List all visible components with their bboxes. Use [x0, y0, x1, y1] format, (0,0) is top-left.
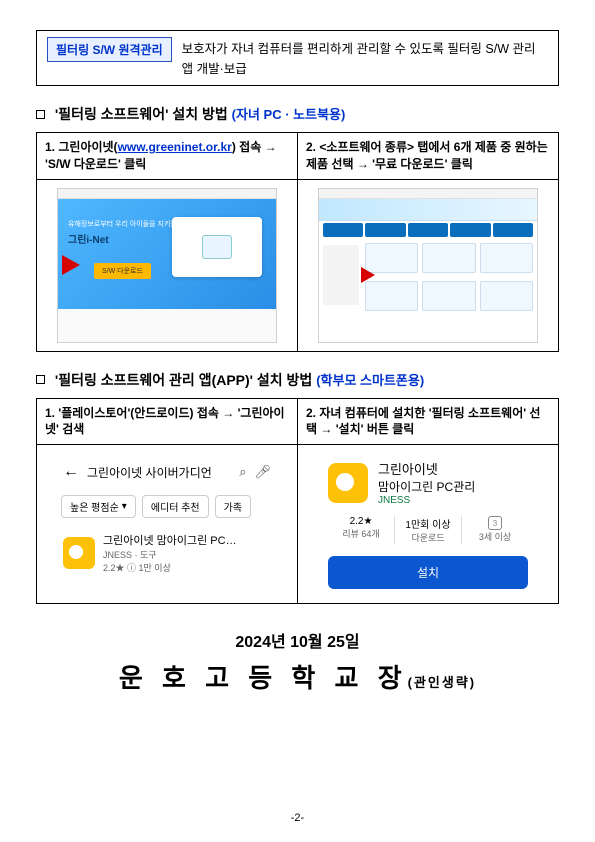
chevron-down-icon: ▾ [122, 501, 127, 512]
top-tag: 필터링 S/W 원격관리 [47, 37, 172, 62]
mock-app-detail: 그린아이넷 맘아이그린 PC관리 JNESS 2.2★ 리뷰 64개 1만회 이… [318, 453, 538, 595]
mock-header [319, 199, 537, 221]
mock-addressbar [58, 189, 276, 199]
red-arrow-icon [361, 267, 375, 283]
step-num: 1. [45, 406, 55, 420]
section2-step1-body: ← 그린아이넷 사이버가디언 ⌕ 🎤︎ 높은 평점순▾ 에디터 추천 가족 그린… [37, 445, 297, 603]
signature-note: (관인생략) [408, 675, 477, 690]
mock-website-greeninet: 유해정보로부터 우리 아이들을 지키는 그린i-Net S/W 다운로드 [57, 188, 277, 343]
app-detail-header: 그린아이넷 맘아이그린 PC관리 JNESS [328, 459, 528, 506]
section1-step2-col: 2. <소프트웨어 종류> 탭에서 6개 제품 중 원하는 제품 선택 → '무… [297, 133, 558, 351]
app-icon [328, 463, 368, 503]
top-description: 보호자가 자녀 컴퓨터를 편리하게 관리할 수 있도록 필터링 S/W 관리 앱… [182, 37, 548, 79]
app-meta: 2.2★ ⓘ 1만 이상 [103, 561, 237, 574]
app-subtitle: JNESS · 도구 [103, 548, 237, 561]
mock-download-button: S/W 다운로드 [94, 263, 151, 279]
mock-footer-bar [58, 309, 276, 343]
section2-title: '필터링 소프트웨어 관리 앱(APP)' 설치 방법 [55, 372, 312, 388]
playstore-searchbar: ← 그린아이넷 사이버가디언 ⌕ 🎤︎ [61, 459, 273, 491]
section1-steps-grid: 1. 그린아이넷(www.greeninet.or.kr) 접속 → 'S/W … [36, 132, 559, 352]
section1-heading: '필터링 소프트웨어' 설치 방법 (자녀 PC · 노트북용) [36, 104, 559, 124]
top-info-box: 필터링 S/W 원격관리 보호자가 자녀 컴퓨터를 편리하게 관리할 수 있도록… [36, 30, 559, 86]
mock-banner: 유해정보로부터 우리 아이들을 지키는 그린i-Net S/W 다운로드 [58, 199, 276, 309]
search-query: 그린아이넷 사이버가디언 [87, 464, 231, 481]
mock-laptop-graphic [172, 217, 262, 277]
playstore-filter-chips: 높은 평점순▾ 에디터 추천 가족 [61, 495, 273, 518]
document-signature: 운 호 고 등 학 교 장(관인생략) [36, 658, 559, 695]
mock-website-swlist [318, 188, 538, 343]
signature-title: 운 호 고 등 학 교 장 [119, 663, 408, 693]
section1-step1-body: 유해정보로부터 우리 아이들을 지키는 그린i-Net S/W 다운로드 [37, 180, 297, 351]
install-button: 설치 [328, 556, 528, 589]
step-text-pre: 그린아이넷( [58, 140, 117, 154]
app-developer: JNESS [378, 495, 475, 506]
red-arrow-icon [62, 255, 80, 275]
step-text: <소프트웨어 종류> 탭에서 6개 제품 중 원하는 제품 선택 → '무료 다… [306, 140, 548, 171]
section2-step2-col: 2. 자녀 컴퓨터에 설치한 '필터링 소프트웨어' 선택 → '설치' 버튼 … [297, 399, 558, 604]
step-num: 2. [306, 406, 316, 420]
age-rating-icon: 3 [488, 516, 502, 530]
mock-tabs [319, 221, 537, 239]
section1-title: '필터링 소프트웨어' 설치 방법 [55, 106, 228, 122]
bullet-icon [36, 110, 45, 119]
app-icon [63, 537, 95, 569]
section2-heading: '필터링 소프트웨어 관리 앱(APP)' 설치 방법 (학부모 스마트폰용) [36, 370, 559, 390]
section2-subtitle: (학부모 스마트폰용) [316, 373, 424, 388]
greeninet-link[interactable]: www.greeninet.or.kr [118, 140, 232, 154]
step-text: '플레이스토어'(안드로이드) 접속 → '그린아이넷' 검색 [45, 406, 285, 437]
step-num: 2. [306, 140, 316, 154]
app-name-line2: 맘아이그린 PC관리 [378, 478, 475, 495]
section2-step1-col: 1. '플레이스토어'(안드로이드) 접속 → '그린아이넷' 검색 ← 그린아… [37, 399, 297, 604]
step-num: 1. [45, 140, 55, 154]
app-stats-row: 2.2★ 리뷰 64개 1만회 이상 다운로드 3 3세 이상 [328, 516, 528, 544]
filter-chip: 높은 평점순▾ [61, 495, 136, 518]
section1-subtitle: (자녀 PC · 노트북용) [232, 107, 346, 122]
stat-downloads: 1만회 이상 다운로드 [395, 516, 462, 544]
mic-icon: 🎤︎ [254, 464, 271, 480]
mock-sidebar [323, 245, 359, 305]
section1-step1-col: 1. 그린아이넷(www.greeninet.or.kr) 접속 → 'S/W … [37, 133, 297, 351]
page-number: -2- [0, 812, 595, 824]
app-name-line1: 그린아이넷 [378, 459, 475, 478]
section2-step2-body: 그린아이넷 맘아이그린 PC관리 JNESS 2.2★ 리뷰 64개 1만회 이… [298, 445, 558, 603]
section1-step1-title: 1. 그린아이넷(www.greeninet.or.kr) 접속 → 'S/W … [37, 133, 297, 180]
filter-chip: 가족 [215, 495, 251, 518]
section1-step2-body [298, 180, 558, 351]
stat-rating: 2.2★ 리뷰 64개 [328, 516, 395, 544]
playstore-result-item: 그린아이넷 맘아이그린 PC… JNESS · 도구 2.2★ ⓘ 1만 이상 [61, 528, 273, 578]
filter-chip: 에디터 추천 [142, 495, 209, 518]
section1-step2-title: 2. <소프트웨어 종류> 탭에서 6개 제품 중 원하는 제품 선택 → '무… [298, 133, 558, 180]
step-text: 자녀 컴퓨터에 설치한 '필터링 소프트웨어' 선택 → '설치' 버튼 클릭 [306, 406, 540, 437]
mock-addressbar [319, 189, 537, 199]
stat-age: 3 3세 이상 [462, 516, 528, 544]
bullet-icon [36, 375, 45, 384]
back-arrow-icon: ← [63, 463, 79, 481]
search-icon: ⌕ [239, 464, 246, 480]
app-title: 그린아이넷 맘아이그린 PC… [103, 532, 237, 548]
section2-step2-title: 2. 자녀 컴퓨터에 설치한 '필터링 소프트웨어' 선택 → '설치' 버튼 … [298, 399, 558, 446]
mock-playstore-search: ← 그린아이넷 사이버가디언 ⌕ 🎤︎ 높은 평점순▾ 에디터 추천 가족 그린… [57, 453, 277, 595]
section2-step1-title: 1. '플레이스토어'(안드로이드) 접속 → '그린아이넷' 검색 [37, 399, 297, 446]
section2-steps-grid: 1. '플레이스토어'(안드로이드) 접속 → '그린아이넷' 검색 ← 그린아… [36, 398, 559, 605]
document-date: 2024년 10월 25일 [36, 628, 559, 652]
